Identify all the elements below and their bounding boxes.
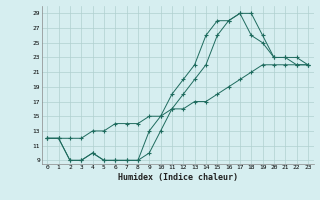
X-axis label: Humidex (Indice chaleur): Humidex (Indice chaleur) (118, 173, 237, 182)
